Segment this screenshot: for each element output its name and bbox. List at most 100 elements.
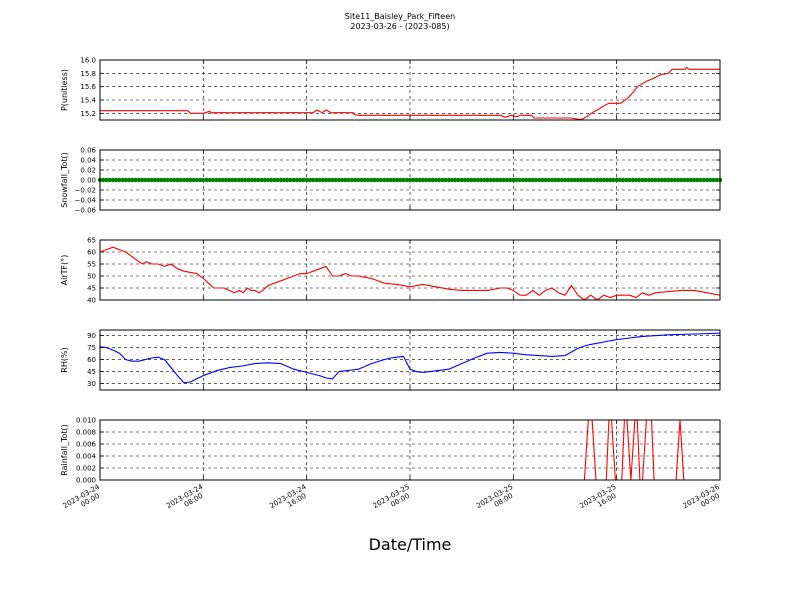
data-point [559,177,564,183]
data-point [653,177,658,183]
data-point [704,177,710,183]
data-point [404,177,409,183]
data-point [669,177,674,183]
y-tick-label: 15.8 [80,70,96,78]
y-tick-label: 15.2 [80,110,96,118]
data-point [207,177,212,183]
data-point [285,177,290,183]
data-point [682,177,687,183]
subplots: 15.215.415.615.816.0P(unitless)−0.06−0.0… [60,57,723,485]
data-point [230,177,235,183]
data-point [349,177,355,183]
data-point [430,177,435,183]
data-point [679,177,684,183]
data-point [136,177,141,183]
data-point [591,177,597,183]
data-point [569,177,574,183]
data-point [708,177,713,183]
data-point [675,177,681,183]
y-tick-label: 55 [87,261,96,269]
data-point [375,177,380,183]
subplot-5: 0.000 0.002 0.004 0.006 0.008 0.010 Rainfall_T… [60,417,721,485]
data-point [143,177,148,183]
x-axis-label: Date/Time [369,535,452,554]
data-point [646,177,652,183]
data-point [155,177,161,183]
y-tick-label: 90 [87,332,96,340]
data-point [262,177,267,183]
data-point [407,177,413,183]
data-point [530,177,535,183]
y-tick-label: 30 [87,380,96,388]
y-tick-label: 15.6 [80,83,96,91]
data-point [453,177,458,183]
data-point [514,177,519,183]
data-point [298,177,303,183]
data-point [336,177,342,183]
data-point [572,177,577,183]
data-point [204,177,209,183]
y-tick-label: 60 [87,249,96,257]
data-point [482,177,487,183]
y-axis-label: RH(%) [60,347,69,372]
data-point [123,177,128,183]
data-point [246,177,251,183]
data-point [537,177,542,183]
data-point [620,177,626,183]
data-point [330,177,335,183]
data-point [650,177,655,183]
data-point [598,177,603,183]
data-point [540,177,545,183]
data-point [562,177,568,183]
data-point [504,177,510,183]
y-tick-label: 16.0 [80,57,96,65]
y-tick-label: −0.04 [75,197,97,205]
data-point [527,177,532,183]
y-tick-label: 50 [87,273,96,281]
data-point [575,177,581,183]
data-point [640,177,645,183]
data-point [256,177,261,183]
data-point [130,177,135,183]
data-point [495,177,500,183]
y-tick-label: 45 [87,368,96,376]
data-point [556,177,561,183]
data-point [343,177,348,183]
data-point [227,177,232,183]
y-tick-label: 0.06 [80,147,96,155]
y-axis-label: Snowfall_Tot() [60,152,69,208]
chart-subtitle: 2023-03-26 - (2023-085) [350,22,449,31]
data-point [188,177,193,183]
data-point [185,177,190,183]
data-point [459,177,464,183]
y-tick-label: 45 [87,285,96,293]
data-point [456,177,461,183]
data-point [637,177,642,183]
data-point [443,177,448,183]
y-tick-label: 40 [87,297,96,305]
y-tick-label: 65 [87,237,96,245]
subplot-4: 30 45 60 75 90 RH(%) [60,329,721,391]
data-point [711,177,716,183]
data-point [233,177,238,183]
data-point [627,177,632,183]
data-point [288,177,293,183]
subplot-1: 15.2 15.4 15.6 15.8 16.0 P(unitless) [60,57,721,121]
data-point [362,177,367,183]
data-point [265,177,271,183]
data-point [624,177,629,183]
data-point [117,177,122,183]
data-point [197,177,203,183]
data-point [281,177,287,183]
data-point [582,177,587,183]
data-point [346,177,351,183]
data-point [278,177,283,183]
data-point [236,177,242,183]
y-tick-label: 75 [87,344,96,352]
data-point [333,177,338,183]
data-point [220,177,225,183]
data-point [401,177,406,183]
data-point [172,177,177,183]
data-point [301,177,306,183]
